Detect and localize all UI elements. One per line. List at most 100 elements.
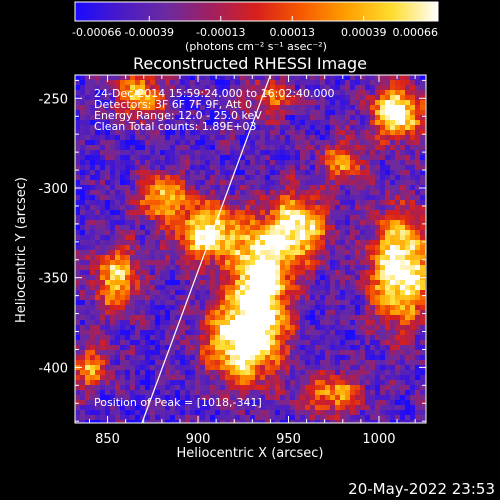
heatmap-cell [290,330,296,336]
heatmap-cell [110,235,116,241]
heatmap-cell [85,165,91,171]
heatmap-cell [210,100,216,106]
heatmap-cell [195,175,201,181]
heatmap-cell [190,300,196,306]
heatmap-cell [215,375,221,381]
heatmap-cell [340,250,346,256]
heatmap-cell [400,280,406,286]
heatmap-cell [285,265,291,271]
heatmap-cell [305,240,311,246]
heatmap-cell [225,110,231,116]
heatmap-cell [120,85,126,91]
heatmap-cell [375,375,381,381]
heatmap-cell [205,120,211,126]
heatmap-cell [305,215,311,221]
heatmap-cell [255,395,261,401]
heatmap-cell [245,405,251,411]
heatmap-cell [255,145,261,151]
heatmap-cell [375,345,381,351]
heatmap-cell [400,335,406,341]
heatmap-cell [155,185,161,191]
heatmap-cell [255,95,261,101]
heatmap-cell [120,90,126,96]
heatmap-cell [100,320,106,326]
heatmap-cell [325,190,331,196]
heatmap-cell [255,390,261,396]
heatmap-cell [150,190,156,196]
heatmap-cell [240,175,246,181]
heatmap-cell [275,360,281,366]
heatmap-cell [85,130,91,136]
heatmap-cell [165,230,171,236]
heatmap-cell [395,100,401,106]
heatmap-cell [295,280,301,286]
heatmap-cell [220,245,226,251]
heatmap-cell [235,75,241,81]
heatmap-cell [340,355,346,361]
heatmap-cell [340,295,346,301]
heatmap-cell [110,390,116,396]
heatmap-cell [360,405,366,411]
heatmap-cell [400,160,406,166]
heatmap-cell [355,120,361,126]
heatmap-cell [350,370,356,376]
heatmap-cell [400,395,406,401]
heatmap-cell [225,170,231,176]
heatmap-cell [190,315,196,321]
heatmap-cell [195,185,201,191]
heatmap-cell [170,120,176,126]
heatmap-cell [110,80,116,86]
heatmap-cell [400,325,406,331]
heatmap-cell [400,245,406,251]
heatmap-cell [250,145,256,151]
heatmap-cell [105,155,111,161]
heatmap-cell [130,400,136,406]
heatmap-cell [85,145,91,151]
heatmap-cell [335,410,341,416]
heatmap-cell [270,230,276,236]
heatmap-cell [250,415,256,421]
heatmap-cell [365,205,371,211]
heatmap-cell [190,180,196,186]
heatmap-cell [245,245,251,251]
heatmap-cell [190,340,196,346]
heatmap-cell [370,170,376,176]
heatmap-cell [415,225,421,231]
heatmap-cell [325,365,331,371]
heatmap-cell [90,150,96,156]
heatmap-cell [360,240,366,246]
heatmap-cell [340,215,346,221]
heatmap-cell [335,80,341,86]
heatmap-cell [175,260,181,266]
heatmap-cell [415,175,421,181]
heatmap-cell [150,150,156,156]
heatmap-cell [310,240,316,246]
heatmap-cell [155,335,161,341]
heatmap-cell [190,105,196,111]
heatmap-cell [95,420,101,423]
heatmap-cell [125,420,131,423]
heatmap-cell [265,395,271,401]
heatmap-cell [155,290,161,296]
heatmap-cell [315,155,321,161]
heatmap-cell [360,375,366,381]
heatmap-cell [320,95,326,101]
heatmap-cell [115,230,121,236]
heatmap-cell [175,270,181,276]
heatmap-cell [335,150,341,156]
heatmap-cell [205,225,211,231]
heatmap-cell [210,410,216,416]
heatmap-cell [90,405,96,411]
heatmap-cell [75,375,81,381]
heatmap-cell [180,295,186,301]
heatmap-cell [380,110,386,116]
heatmap-cell [165,415,171,421]
heatmap-cell [105,95,111,101]
heatmap-cell [415,240,421,246]
heatmap-cell [260,235,266,241]
colorbar-tick-label: 0.00013 [270,26,316,39]
heatmap-cell [345,335,351,341]
heatmap-cell [380,130,386,136]
heatmap-cell [110,315,116,321]
heatmap-cell [110,245,116,251]
